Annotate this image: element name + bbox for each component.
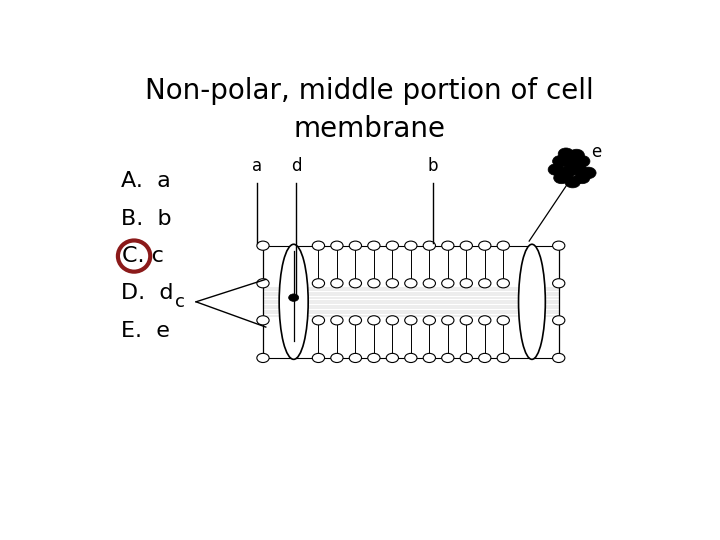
Text: d: d xyxy=(291,157,302,175)
Circle shape xyxy=(386,316,398,325)
Circle shape xyxy=(312,316,325,325)
Circle shape xyxy=(312,279,325,288)
Circle shape xyxy=(479,279,491,288)
Circle shape xyxy=(423,316,436,325)
Circle shape xyxy=(423,241,436,250)
Text: A.  a: A. a xyxy=(121,171,171,191)
Text: a: a xyxy=(252,157,263,175)
Circle shape xyxy=(405,279,417,288)
Circle shape xyxy=(552,316,565,325)
Circle shape xyxy=(257,279,269,288)
Circle shape xyxy=(554,172,570,184)
Circle shape xyxy=(460,316,472,325)
Circle shape xyxy=(460,279,472,288)
Circle shape xyxy=(575,156,590,167)
Circle shape xyxy=(552,279,565,288)
Circle shape xyxy=(565,176,580,188)
Circle shape xyxy=(552,156,568,167)
Circle shape xyxy=(368,316,380,325)
Circle shape xyxy=(558,148,574,160)
Text: b: b xyxy=(428,157,438,175)
Circle shape xyxy=(497,353,510,362)
Circle shape xyxy=(571,164,587,176)
Text: D.  d: D. d xyxy=(121,284,174,303)
Circle shape xyxy=(441,241,454,250)
Circle shape xyxy=(349,353,361,362)
Circle shape xyxy=(330,353,343,362)
Text: membrane: membrane xyxy=(293,114,445,143)
Circle shape xyxy=(405,316,417,325)
Circle shape xyxy=(569,149,585,161)
Text: Non-polar, middle portion of cell: Non-polar, middle portion of cell xyxy=(145,77,593,105)
Circle shape xyxy=(368,279,380,288)
Circle shape xyxy=(257,241,269,250)
Text: e: e xyxy=(591,143,601,161)
Circle shape xyxy=(479,353,491,362)
Text: E.  e: E. e xyxy=(121,321,170,341)
Ellipse shape xyxy=(279,244,308,359)
Circle shape xyxy=(330,279,343,288)
Circle shape xyxy=(479,316,491,325)
Circle shape xyxy=(548,164,564,176)
Circle shape xyxy=(405,241,417,250)
Circle shape xyxy=(386,279,398,288)
Circle shape xyxy=(460,353,472,362)
Circle shape xyxy=(257,316,269,325)
Circle shape xyxy=(349,241,361,250)
Circle shape xyxy=(368,241,380,250)
Ellipse shape xyxy=(518,244,545,359)
Circle shape xyxy=(552,353,565,362)
Circle shape xyxy=(552,241,565,250)
Circle shape xyxy=(423,353,436,362)
Circle shape xyxy=(497,316,510,325)
Text: B.  b: B. b xyxy=(121,208,171,228)
Circle shape xyxy=(330,316,343,325)
Circle shape xyxy=(580,167,596,179)
Circle shape xyxy=(312,241,325,250)
Circle shape xyxy=(312,353,325,362)
Circle shape xyxy=(441,279,454,288)
Circle shape xyxy=(386,241,398,250)
Circle shape xyxy=(460,241,472,250)
Circle shape xyxy=(386,353,398,362)
Circle shape xyxy=(349,316,361,325)
Circle shape xyxy=(497,241,510,250)
Circle shape xyxy=(368,353,380,362)
Text: c: c xyxy=(175,293,185,311)
Text: C. c: C. c xyxy=(122,246,163,266)
Circle shape xyxy=(575,172,590,184)
Circle shape xyxy=(405,353,417,362)
Circle shape xyxy=(289,294,299,301)
Circle shape xyxy=(479,241,491,250)
Circle shape xyxy=(497,279,510,288)
Circle shape xyxy=(349,279,361,288)
Circle shape xyxy=(423,279,436,288)
Circle shape xyxy=(257,353,269,362)
Circle shape xyxy=(564,158,580,169)
Circle shape xyxy=(560,166,576,178)
Circle shape xyxy=(330,241,343,250)
Circle shape xyxy=(441,353,454,362)
Circle shape xyxy=(441,316,454,325)
